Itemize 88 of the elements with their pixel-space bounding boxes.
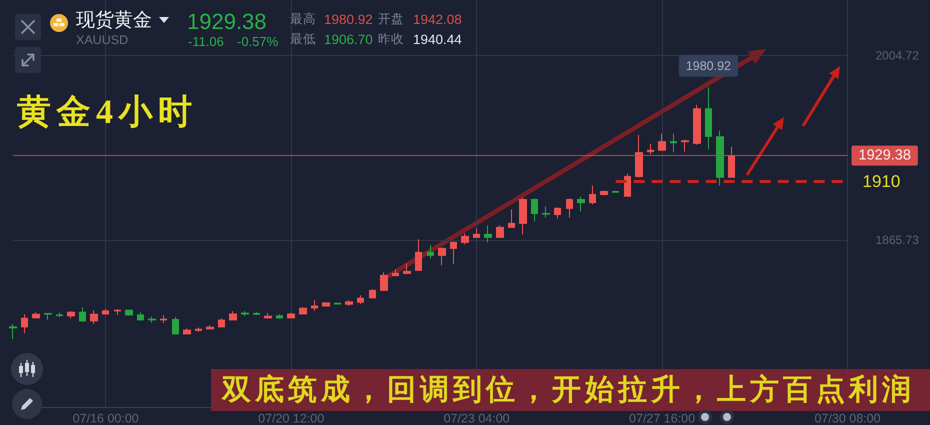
annotation: 最高 bbox=[290, 12, 316, 26]
candlestick bbox=[427, 244, 434, 259]
candlestick bbox=[21, 314, 28, 334]
annotation: 1929.38 bbox=[187, 9, 267, 34]
candlestick bbox=[322, 302, 330, 308]
candlestick bbox=[670, 133, 677, 153]
annotation: 黄金4小时 bbox=[17, 93, 198, 132]
ref-line-label: 1910 bbox=[862, 172, 900, 191]
candlestick bbox=[32, 312, 40, 318]
candlestick bbox=[229, 310, 237, 320]
candlestick bbox=[311, 300, 318, 312]
candlestick bbox=[90, 310, 98, 324]
candlestick bbox=[172, 316, 179, 334]
candlestick bbox=[484, 224, 492, 243]
candlestick bbox=[102, 308, 109, 314]
annotation: 1980.92 bbox=[324, 12, 373, 28]
candlestick bbox=[276, 314, 283, 320]
candlestick bbox=[403, 262, 411, 275]
annotation: -11.06 bbox=[188, 34, 224, 50]
candlestick bbox=[357, 294, 364, 305]
candlestick bbox=[693, 104, 701, 146]
x-tick-label: 07/20 12:00 bbox=[258, 412, 324, 425]
candlestick bbox=[624, 173, 631, 197]
annotation: 1940.44 bbox=[413, 32, 462, 48]
candlestick bbox=[79, 306, 86, 322]
candlestick bbox=[253, 311, 260, 316]
candlestick bbox=[542, 206, 550, 218]
text: 现货黄金 bbox=[76, 10, 152, 32]
candlestick bbox=[728, 146, 735, 178]
candlestick bbox=[287, 312, 295, 319]
candlestick bbox=[496, 224, 504, 238]
candlestick bbox=[218, 318, 225, 328]
candlestick bbox=[44, 312, 52, 320]
candlestick bbox=[183, 328, 191, 334]
candlestick bbox=[206, 324, 214, 330]
candlestick bbox=[705, 86, 712, 150]
candlestick bbox=[600, 190, 608, 196]
annotation: 昨收 bbox=[378, 32, 404, 46]
candlestick bbox=[137, 312, 144, 320]
candlestick bbox=[9, 324, 17, 340]
y-tick-label: 1865.73 bbox=[876, 233, 920, 248]
y-tick-label: 2004.72 bbox=[876, 48, 920, 63]
x-tick-label: 07/16 00:00 bbox=[72, 412, 139, 425]
candlestick bbox=[716, 130, 724, 186]
x-tick-label: 07/27 16:00 bbox=[629, 412, 696, 425]
candlestick bbox=[577, 196, 585, 212]
candlestick bbox=[334, 302, 341, 305]
candlestick bbox=[114, 308, 121, 316]
candlestick bbox=[160, 314, 167, 324]
annotation: 1980.92 bbox=[686, 59, 732, 74]
candlestick bbox=[461, 232, 469, 245]
candlestick bbox=[125, 309, 133, 316]
candlestick bbox=[345, 300, 353, 306]
candlestick bbox=[589, 185, 596, 205]
candlestick bbox=[369, 288, 376, 298]
x-tick-label: 07/23 04:00 bbox=[444, 412, 510, 425]
candlestick bbox=[508, 208, 515, 228]
candlestick bbox=[612, 190, 619, 193]
candlestick bbox=[264, 312, 272, 319]
candlestick bbox=[299, 306, 307, 314]
annotation: 1906.70 bbox=[324, 32, 373, 48]
candlestick bbox=[415, 238, 422, 271]
candlestick bbox=[438, 246, 446, 266]
candlestick bbox=[67, 310, 75, 319]
text: XAUUSD bbox=[76, 33, 128, 48]
candlestick bbox=[681, 139, 689, 152]
candlestick bbox=[531, 198, 538, 222]
candlestick bbox=[148, 316, 156, 324]
annotation: 双底筑成，回调到位，开始拉升，上方百点利润 bbox=[222, 372, 915, 408]
annotation: 1942.08 bbox=[413, 12, 462, 28]
candlestick bbox=[195, 326, 202, 332]
x-tick-label: 07/30 08:00 bbox=[814, 412, 881, 425]
annotation: 最低 bbox=[290, 32, 316, 46]
candlestick bbox=[635, 134, 643, 178]
annotation: -0.57% bbox=[237, 34, 278, 50]
candlestick bbox=[392, 268, 399, 277]
candlestick bbox=[647, 143, 654, 155]
candlestick bbox=[473, 228, 480, 238]
ref-line-label: 1929.38 bbox=[858, 148, 911, 164]
candlestick bbox=[658, 133, 666, 151]
candlestick bbox=[566, 198, 573, 218]
candlestick bbox=[519, 197, 527, 235]
annotation: 开盘 bbox=[378, 12, 404, 26]
candlestick bbox=[450, 240, 457, 265]
candlestick bbox=[554, 206, 561, 219]
candlestick bbox=[380, 272, 388, 291]
candlestick bbox=[56, 312, 63, 318]
candlestick bbox=[241, 310, 249, 317]
